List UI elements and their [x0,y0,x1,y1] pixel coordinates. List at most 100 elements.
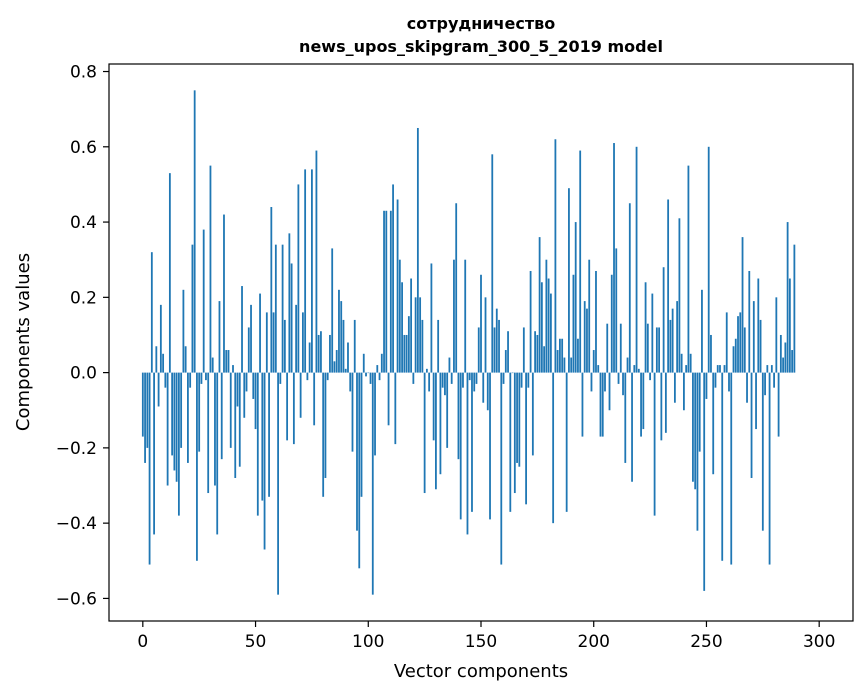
bar-107 [383,210,385,373]
bars-group [141,90,796,595]
bar-37 [225,350,228,373]
bar-241 [685,365,688,373]
bar-24 [196,372,198,561]
bar-175 [536,334,539,373]
bar-195 [581,372,584,437]
bar-157 [495,308,498,373]
bar-228 [655,327,658,373]
bar-80 [322,372,325,497]
bar-118 [407,316,410,373]
bar-143 [464,259,467,373]
bar-23 [193,90,196,373]
bar-271 [752,301,755,373]
bar-211 [617,372,620,384]
bar-33 [216,372,219,535]
bar-173 [531,372,534,456]
bar-34 [218,301,221,373]
bar-71 [301,312,304,373]
bar-78 [317,334,320,373]
bar-251 [707,146,710,373]
bar-206 [606,323,609,373]
bar-261 [730,372,733,565]
bar-21 [189,372,192,388]
bar-286 [786,222,789,373]
bar-85 [333,361,336,373]
bar-227 [653,372,656,516]
bar-0 [141,372,144,437]
bar-95 [356,372,358,531]
bar-283 [779,334,782,373]
bar-110 [389,210,392,373]
bar-29 [207,372,210,494]
bar-106 [380,353,383,373]
bar-126 [425,368,428,373]
bar-276 [764,372,766,396]
bar-79 [320,331,322,373]
bar-174 [534,331,537,373]
bar-180 [547,278,550,373]
bar-225 [649,372,651,381]
bar-100 [367,372,370,374]
bar-138 [453,259,455,373]
bar-155 [491,154,494,373]
bar-156 [493,327,496,373]
bar-169 [522,327,525,373]
bar-3 [148,372,151,565]
bar-151 [482,372,485,403]
bar-149 [477,327,480,373]
bar-136 [448,357,451,373]
bar-279 [770,365,773,373]
bar-154 [489,372,491,520]
bar-20 [187,372,189,463]
bar-112 [394,372,397,445]
bar-247 [698,372,701,452]
bar-176 [538,237,541,373]
bar-188 [565,372,568,512]
bar-94 [353,319,356,373]
bar-61 [279,372,282,384]
bar-152 [484,297,487,373]
bar-108 [385,210,388,373]
bar-63 [283,319,286,373]
bar-125 [423,372,426,494]
bar-96 [358,372,361,569]
bar-44 [241,286,243,373]
bar-172 [529,270,532,373]
bar-102 [371,372,374,595]
bar-257 [721,372,724,561]
bar-55 [265,312,268,373]
bar-73 [306,372,309,381]
bar-208 [610,274,613,373]
bar-184 [556,350,559,373]
bar-53 [261,372,264,501]
bar-201 [595,270,597,373]
bar-104 [376,365,379,373]
bar-11 [166,372,169,486]
bar-8 [159,304,162,373]
bar-145 [468,372,471,381]
bar-7 [157,372,160,407]
bar-131 [437,319,440,373]
bar-187 [563,357,566,373]
bar-103 [374,372,376,456]
bar-263 [734,338,737,373]
bar-221 [640,372,642,437]
bar-56 [268,372,270,497]
bar-97 [360,372,363,497]
bar-274 [759,319,762,373]
bar-163 [509,372,512,512]
bar-166 [516,372,518,463]
x-tick-label: 100 [352,632,384,652]
bar-240 [683,372,685,411]
bar-209 [613,143,615,373]
bar-10 [164,372,167,388]
bar-244 [692,372,694,482]
bar-54 [263,372,266,550]
bar-59 [274,244,277,373]
bar-193 [577,338,579,373]
x-axis-label: Vector components [394,661,568,682]
bar-147 [473,372,476,392]
bar-47 [247,327,250,373]
bar-128 [430,263,433,373]
bar-159 [500,372,503,565]
